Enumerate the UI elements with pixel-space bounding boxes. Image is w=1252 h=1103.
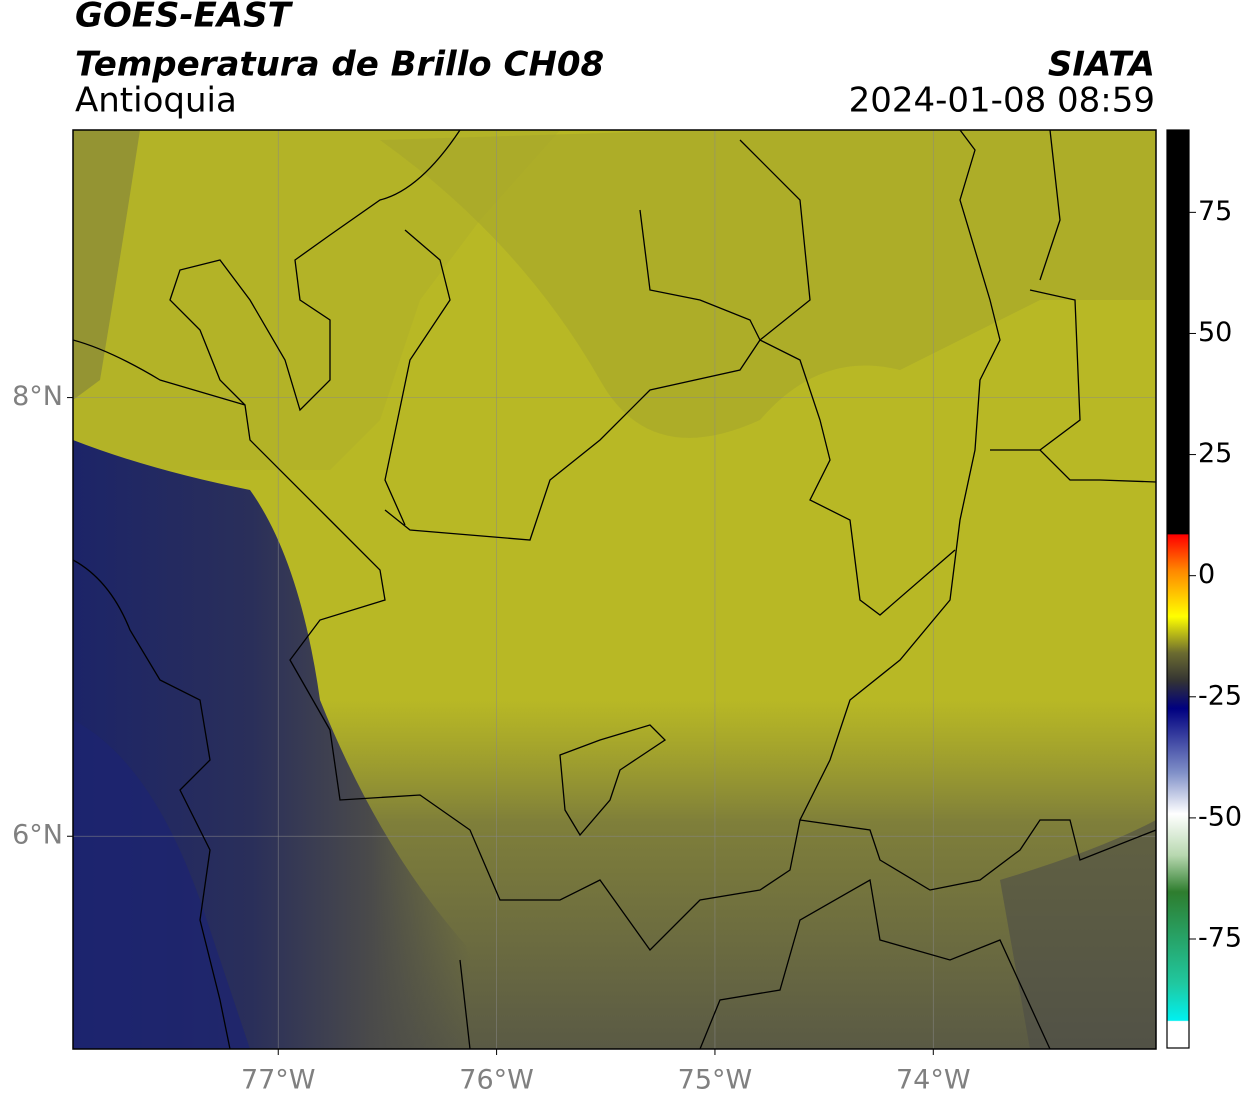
y-tick-label: 8°N [12,381,63,412]
x-tick-label: 77°W [241,1065,316,1096]
product-title: Temperatura de Brillo CH08 [75,45,604,85]
department-border [990,449,1156,483]
colorbar-tick-label: 25 [1198,438,1232,469]
image-zone [73,130,140,400]
boundaries [73,130,1156,1049]
department-border [384,339,956,616]
x-tick-label: 75°W [678,1065,753,1096]
colorbar-tick-label: 0 [1198,559,1215,590]
municipality-border [559,724,667,837]
satellite-image [73,130,1156,1049]
y-tick-label: 6°N [12,820,63,851]
colorbar-tick-label: -25 [1198,680,1242,711]
department-border [1029,130,1081,451]
colorbar-tick-label: 75 [1198,196,1232,227]
coastline [169,130,461,412]
datetime-label: 2024-01-08 08:59 [849,81,1155,121]
department-border [459,878,1051,1049]
image-zone [1000,820,1156,1049]
colorbar-tick-label: 50 [1198,317,1232,348]
x-tick-label: 76°W [459,1065,534,1096]
graticule [73,130,1156,1049]
department-border [73,130,1001,952]
image-zone [73,130,560,470]
department-border [639,139,811,342]
region-label: Antioquia [75,81,237,121]
colorbar-tick-label: -50 [1198,801,1242,832]
colorbar [1166,129,1190,1049]
coastline [73,559,231,1049]
colorbar-tick-label: -75 [1198,923,1242,954]
department-border [799,819,1156,891]
agency-label: SIATA [1048,45,1155,85]
satellite-title: GOES-EAST [75,0,294,36]
image-zone [73,720,250,1049]
department-border [384,229,451,526]
map-frame [72,129,1157,1050]
x-tick-label: 74°W [896,1065,971,1096]
